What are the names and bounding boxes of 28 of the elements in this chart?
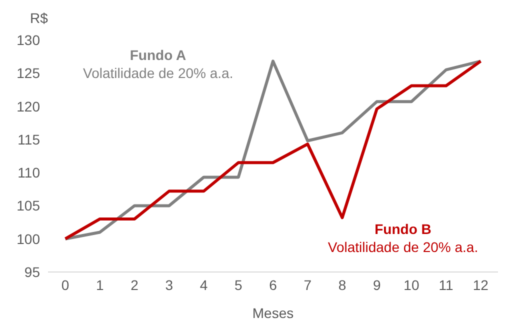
annotation: Volatilidade de 20% a.a. xyxy=(83,64,234,82)
y-tick-label: 95 xyxy=(24,264,40,280)
x-tick-label: 2 xyxy=(130,276,139,293)
x-axis-title: Meses xyxy=(252,305,294,321)
x-tick-label: 4 xyxy=(200,276,208,293)
x-tick-label: 9 xyxy=(372,276,381,293)
x-tick-label: 10 xyxy=(404,276,420,293)
x-tick-label: 11 xyxy=(438,276,454,293)
x-tick-label: 3 xyxy=(165,276,174,293)
x-tick-label: 5 xyxy=(234,276,242,293)
line-series xyxy=(64,60,482,240)
x-tick-label: 1 xyxy=(96,276,104,293)
y-tick-label: 120 xyxy=(16,98,40,114)
y-tick-label: 115 xyxy=(18,131,40,148)
text: Fundo B xyxy=(374,220,432,238)
x-tick-label: 6 xyxy=(269,276,278,293)
y-tick-label: 125 xyxy=(16,65,40,82)
x-tick-label: 0 xyxy=(61,276,70,293)
y-tick-label: 130 xyxy=(16,32,40,48)
y-axis-title: R$ xyxy=(30,10,48,26)
y-tick-label: 105 xyxy=(16,198,40,214)
annotation: Volatilidade de 20% a.a. xyxy=(326,238,480,256)
y-tick-label: 100 xyxy=(16,230,40,247)
x-tick-label: 8 xyxy=(338,276,346,293)
y-tick-label: 110 xyxy=(18,164,40,181)
text: Fundo A xyxy=(128,46,188,64)
x-tick-label: 12 xyxy=(472,276,489,293)
x-tick-label: 7 xyxy=(304,276,312,293)
